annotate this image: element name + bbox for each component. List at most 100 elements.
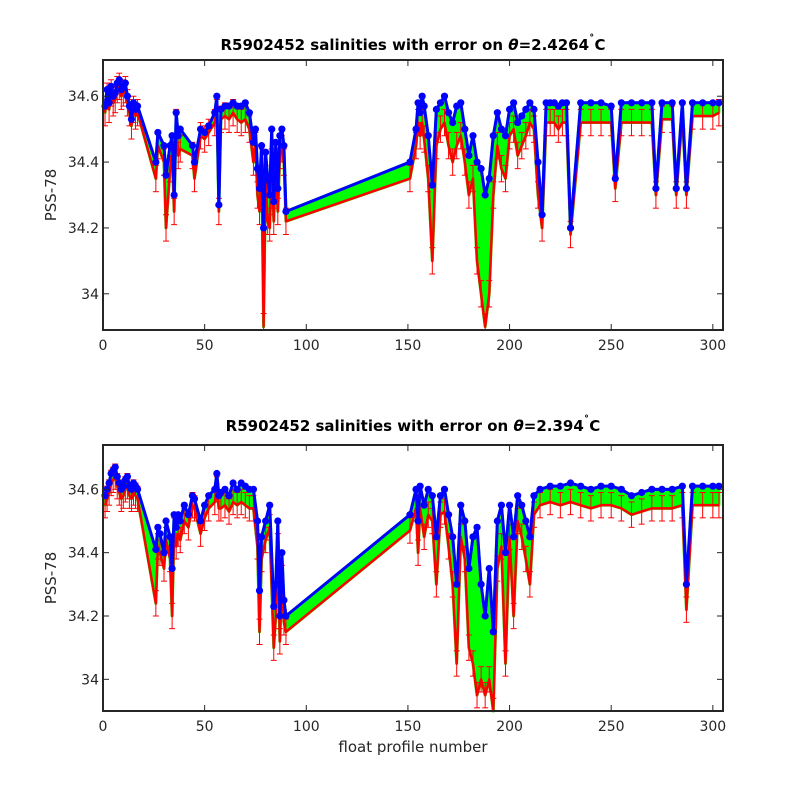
calibrated-point [272, 580, 280, 588]
y-tick-label: 34 [81, 672, 99, 688]
calibrated-point [205, 492, 213, 500]
y-tick-label: 34.4 [68, 155, 99, 171]
calibrated-point [105, 99, 113, 107]
calibrated-point [611, 174, 619, 183]
calibrated-point [514, 118, 522, 127]
calibrated-point [249, 138, 258, 146]
y-tick-label: 34.6 [68, 482, 99, 498]
calibrated-point [436, 492, 445, 500]
calibrated-point [546, 482, 554, 490]
bottom-plot-area [103, 445, 723, 711]
calibrated-point [522, 517, 530, 525]
calibrated-point [162, 517, 170, 525]
calibrated-point [168, 564, 176, 573]
calibrated-point [420, 501, 428, 509]
calibrated-point [424, 485, 432, 493]
bottom-panel: R5902452 salinities with error on θ=2.39… [42, 414, 726, 735]
calibrated-point [518, 112, 526, 120]
calibrated-point [652, 184, 660, 193]
calibrated-point [406, 511, 414, 519]
calibrated-point [577, 99, 585, 107]
calibrated-point [709, 482, 717, 490]
x-tick-label: 300 [699, 338, 726, 354]
calibrated-point [280, 142, 288, 150]
calibrated-point [587, 99, 595, 107]
x-tick-label: 50 [196, 719, 214, 735]
bottom-ticks: 0 50 100 150 200 250 300 34 34.2 34.4 34.6 [68, 445, 726, 735]
calibrated-point [489, 628, 497, 636]
calibrated-point [481, 191, 489, 199]
calibrated-point [497, 125, 506, 133]
calibrated-point [440, 485, 449, 493]
calibrated-point [259, 224, 268, 232]
calibrated-point [257, 533, 266, 541]
calibrated-point [278, 549, 286, 557]
calibrated-point [510, 99, 518, 107]
calibrated-point [627, 492, 636, 500]
calibrated-point [477, 165, 485, 173]
calibrated-point [538, 211, 546, 219]
calibrated-point [678, 482, 686, 490]
calibrated-point [184, 511, 192, 519]
calibrated-point [160, 142, 168, 150]
x-tick-label: 0 [99, 719, 108, 735]
calibrated-point [276, 132, 284, 140]
calibrated-point [432, 533, 440, 541]
calibrated-point [473, 523, 481, 531]
calibrated-point [115, 76, 123, 84]
calibrated-point [518, 501, 526, 509]
bottom-y-axis-label: PSS-78 [42, 552, 60, 605]
calibrated-point [678, 99, 686, 107]
x-tick-label: 150 [395, 719, 422, 735]
y-tick-label: 34.2 [68, 221, 99, 237]
calibrated-point [449, 533, 457, 541]
calibrated-point [566, 479, 575, 487]
calibrated-point [133, 485, 142, 493]
calibrated-point [587, 485, 595, 493]
calibrated-point [266, 501, 274, 509]
calibrated-point [607, 102, 615, 110]
calibrated-point [617, 99, 625, 107]
calibrated-point [428, 492, 436, 500]
calibrated-point [522, 105, 530, 113]
calibrated-point [156, 530, 164, 538]
calibrated-point [282, 612, 290, 620]
calibrated-point [180, 501, 188, 509]
calibrated-point [201, 128, 209, 137]
calibrated-point [436, 99, 445, 107]
calibrated-point [196, 517, 205, 525]
top-axes-box [102, 59, 724, 331]
calibrated-point [278, 125, 286, 133]
calibrated-point [121, 79, 129, 87]
calibrated-point [688, 99, 697, 107]
calibrated-point [123, 92, 131, 100]
calibrated-point [627, 99, 636, 107]
calibrated-point [461, 517, 469, 525]
bottom-axes-box [102, 444, 724, 712]
x-tick-label: 250 [598, 338, 625, 354]
calibrated-point [174, 511, 182, 519]
calibrated-point [257, 142, 266, 150]
calibrated-point [160, 549, 168, 557]
calibrated-point [534, 158, 542, 166]
calibrated-point [162, 171, 170, 179]
calibrated-point [497, 501, 506, 509]
calibrated-point [668, 99, 676, 107]
calibrated-point [416, 482, 424, 490]
calibrated-point [213, 469, 221, 478]
calibrated-point [412, 125, 420, 133]
calibrated-point [530, 105, 538, 113]
calibrated-point [190, 158, 199, 166]
calibrated-point [485, 174, 493, 183]
calibrated-point [274, 517, 282, 525]
calibrated-point [469, 132, 477, 140]
calibrated-point [211, 109, 219, 117]
calibrated-point [105, 479, 113, 487]
calibrated-point [255, 184, 264, 193]
calibrated-point [168, 132, 176, 140]
y-tick-label: 34 [81, 287, 99, 303]
x-tick-label: 0 [99, 338, 108, 354]
calibrated-point [607, 482, 615, 490]
calibrated-point [221, 485, 229, 493]
